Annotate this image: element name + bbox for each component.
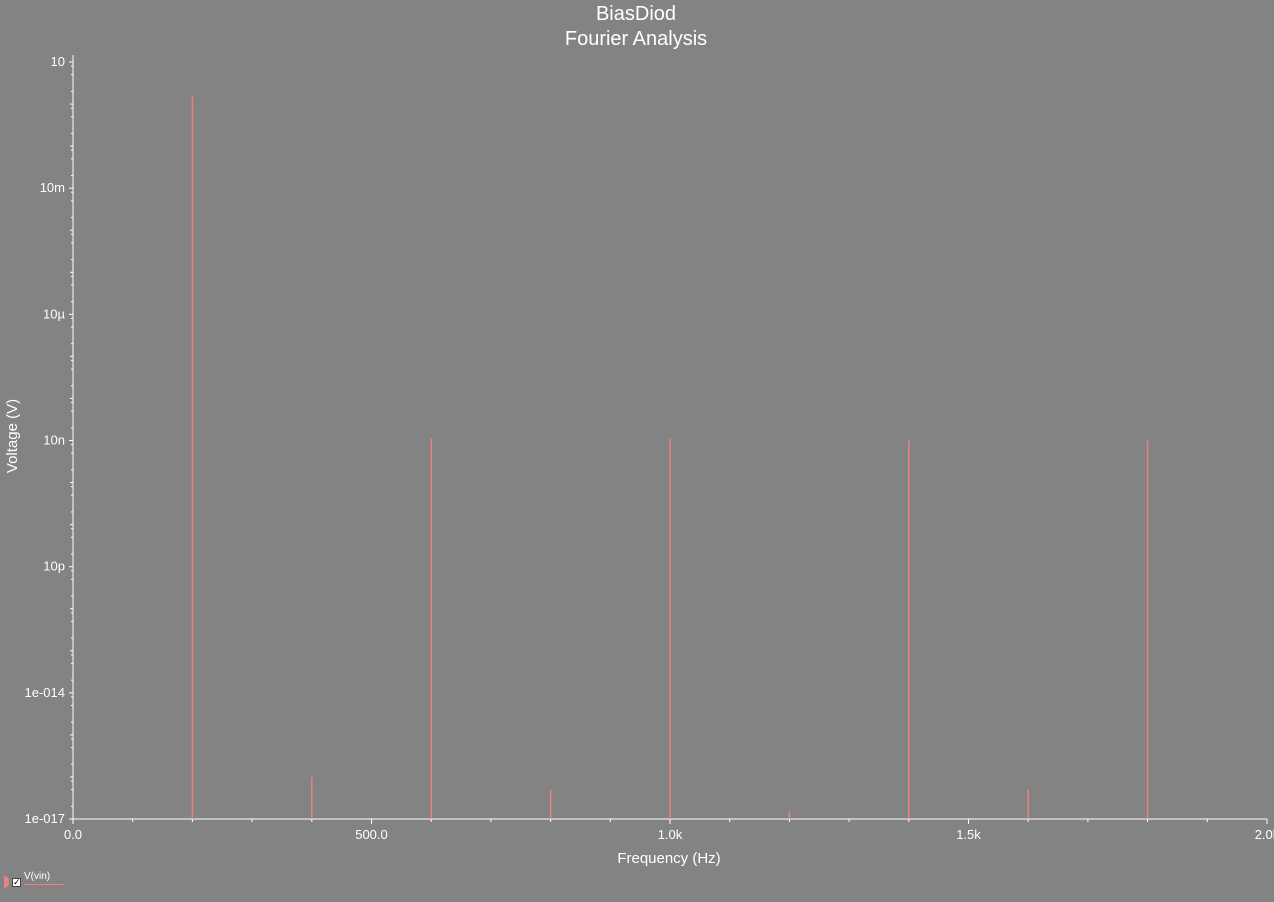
- y-axis-label: Voltage (V): [4, 399, 21, 473]
- legend-label: V(vin): [24, 871, 51, 882]
- x-tick-label: 1.5k: [956, 827, 981, 842]
- chart-subtitle: Fourier Analysis: [565, 28, 707, 50]
- y-tick-label: 1e-014: [25, 685, 65, 700]
- legend: ✓ V(vin): [4, 871, 74, 891]
- y-tick-label: 10µ: [43, 306, 65, 321]
- y-tick-label: 10: [51, 54, 65, 69]
- legend-checkbox[interactable]: ✓: [12, 878, 21, 888]
- chart-title: BiasDiod: [596, 3, 676, 25]
- y-tick-label: 10p: [43, 559, 65, 574]
- legend-handle[interactable]: [4, 876, 9, 888]
- x-ticks: 0.0 500.0 1.0k 1.5k 2.0k: [64, 819, 1274, 842]
- y-tick-label: 10m: [40, 180, 65, 195]
- x-tick-label: 500.0: [355, 827, 388, 842]
- x-tick-label: 2.0k: [1255, 827, 1274, 842]
- x-axis-label: Frequency (Hz): [617, 850, 720, 867]
- series-bars: [191, 96, 1149, 819]
- x-tick-label: 0.0: [64, 827, 82, 842]
- x-tick-label: 1.0k: [658, 827, 683, 842]
- legend-line-swatch: [24, 884, 64, 885]
- y-ticks: 10 10m 10µ 10n 10p 1e-014 1e-017: [25, 54, 73, 826]
- y-tick-label: 10n: [43, 433, 65, 448]
- y-tick-label: 1e-017: [25, 811, 65, 826]
